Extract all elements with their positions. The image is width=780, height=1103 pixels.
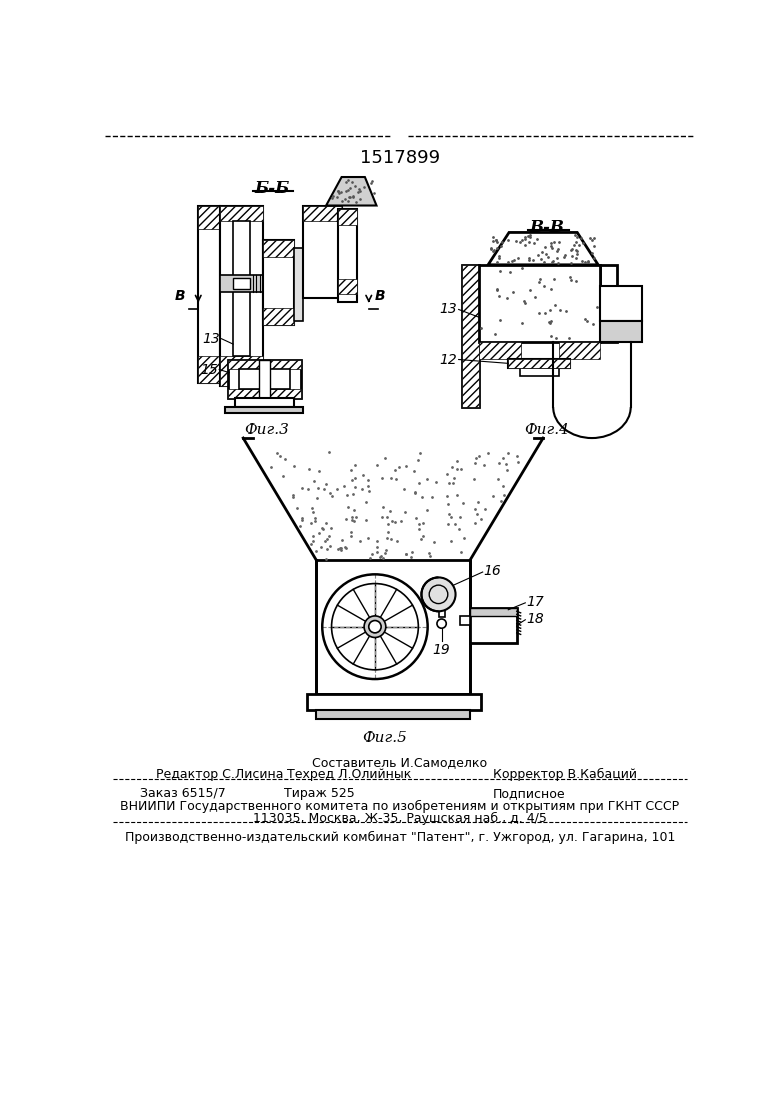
Text: Корректор В.Кабаций: Корректор В.Кабаций [493,768,636,781]
Text: 113035, Москва, Ж-35, Раушская наб., д. 4/5: 113035, Москва, Ж-35, Раушская наб., д. … [253,812,547,825]
Bar [462,265,479,407]
Bar [338,279,357,295]
Bar [307,695,481,710]
Text: 13: 13 [439,302,457,317]
Polygon shape [326,176,377,205]
Text: 12: 12 [439,353,457,366]
Text: В-В: В-В [530,219,565,236]
Bar [263,240,293,257]
Bar [233,221,250,355]
Text: 1517899: 1517899 [360,149,440,168]
Bar [338,210,357,302]
Bar [220,355,263,386]
Bar [438,606,445,618]
Bar [198,205,220,383]
Text: 13: 13 [202,332,220,345]
Bar [509,358,570,368]
Bar [198,355,220,383]
Circle shape [364,615,386,638]
Bar [316,710,470,719]
Bar [559,342,600,358]
Bar [600,287,642,321]
Text: Тираж 525: Тираж 525 [283,786,354,800]
Bar [259,360,271,398]
Bar [220,205,263,221]
Bar [225,407,303,414]
Circle shape [421,577,456,611]
Text: Производственно-издательский комбинат "Патент", г. Ужгород, ул. Гагарина, 101: Производственно-издательский комбинат "П… [125,831,675,844]
Bar [303,205,342,221]
Text: ВНИИПИ Государственного комитета по изобретениям и открытиям при ГКНТ СССР: ВНИИПИ Государственного комитета по изоб… [120,800,679,813]
Bar [236,398,293,407]
Bar [479,265,600,342]
Text: Составитель И.Самоделко: Составитель И.Самоделко [312,756,488,769]
Bar [470,608,517,615]
Text: 18: 18 [526,612,544,627]
Bar [228,388,301,398]
Text: 19: 19 [433,643,451,657]
Bar [600,265,617,342]
Bar [239,368,289,388]
Text: Заказ 6515/7: Заказ 6515/7 [140,786,226,800]
Bar [220,275,340,292]
Bar [520,368,558,376]
Bar [263,308,293,325]
Bar [293,248,303,321]
Bar [479,342,521,358]
Bar [462,265,479,407]
Bar [220,205,263,386]
Bar [233,278,250,289]
Text: Фиг.5: Фиг.5 [362,731,406,746]
Text: Техред Л.Олийнык: Техред Л.Олийнык [287,768,412,781]
Text: 17: 17 [526,595,544,609]
Text: В: В [375,289,385,302]
Bar [198,205,220,228]
Bar [228,360,301,368]
Bar [460,615,470,625]
Polygon shape [488,233,598,265]
Text: 15: 15 [200,363,218,376]
Circle shape [437,619,446,629]
Bar [338,210,357,225]
Text: Редактор С.Лисина: Редактор С.Лисина [156,768,283,781]
Bar [316,559,470,695]
Bar [600,321,642,342]
Bar [228,360,301,398]
Text: 16: 16 [484,565,502,578]
Text: Фиг.3: Фиг.3 [244,424,289,438]
Text: Фиг.4: Фиг.4 [525,424,569,438]
Circle shape [369,621,381,633]
Text: Подписное: Подписное [493,786,566,800]
Bar [303,205,342,298]
Bar [509,358,570,368]
Text: Б-Б: Б-Б [254,180,289,197]
Bar [470,608,517,643]
Bar [263,240,293,325]
Text: В: В [176,289,186,302]
